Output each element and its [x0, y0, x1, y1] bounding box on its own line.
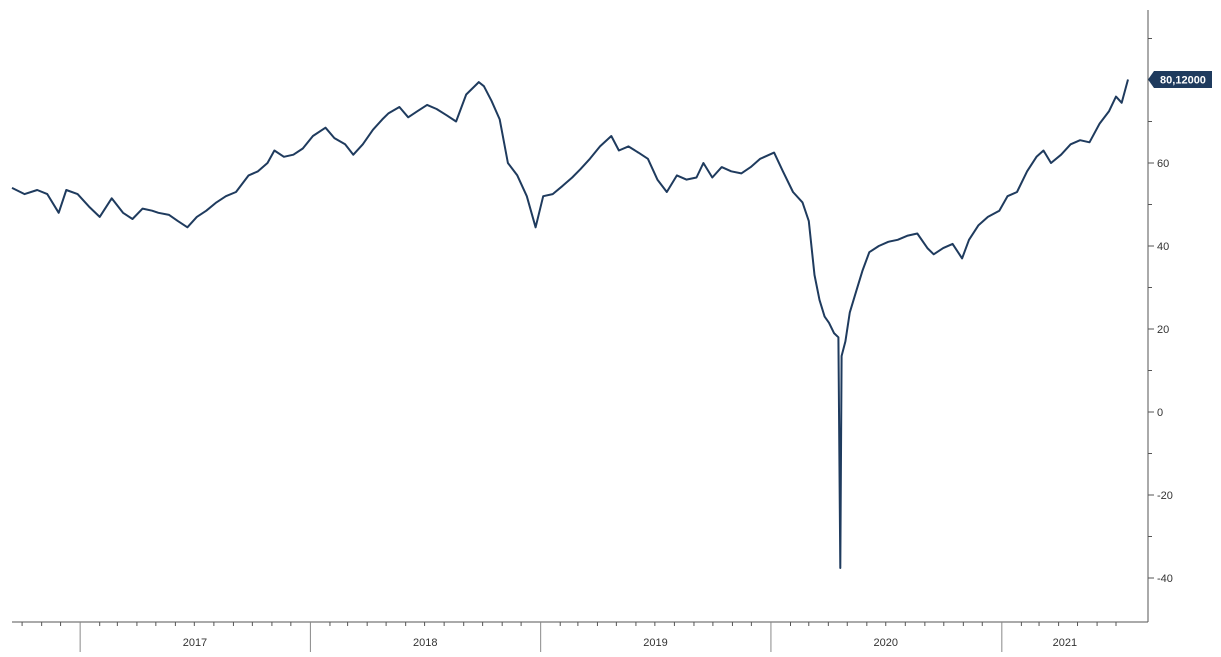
label-layer: 80,12000 — [1148, 71, 1212, 89]
x-year-label: 2019 — [643, 637, 667, 649]
x-year-label: 2021 — [1053, 637, 1077, 649]
y-tick-label: 60 — [1157, 158, 1169, 170]
last-value-label: 80,12000 — [1160, 75, 1206, 87]
y-tick-label: -40 — [1157, 573, 1173, 585]
x-year-label: 2018 — [413, 637, 437, 649]
line-layer — [11, 79, 1129, 569]
x-year-label: 2017 — [183, 637, 207, 649]
y-tick-label: 20 — [1157, 324, 1169, 336]
y-tick-label: 0 — [1157, 407, 1163, 419]
last-value-badge — [1148, 71, 1212, 89]
price-series-line — [11, 79, 1129, 569]
y-tick-label: 40 — [1157, 241, 1169, 253]
y-tick-label: -20 — [1157, 490, 1173, 502]
x-year-label: 2020 — [874, 637, 898, 649]
axes-layer: -40 -20 0 20 40 60 2017 2018 2019 2020 2021 — [12, 10, 1173, 652]
